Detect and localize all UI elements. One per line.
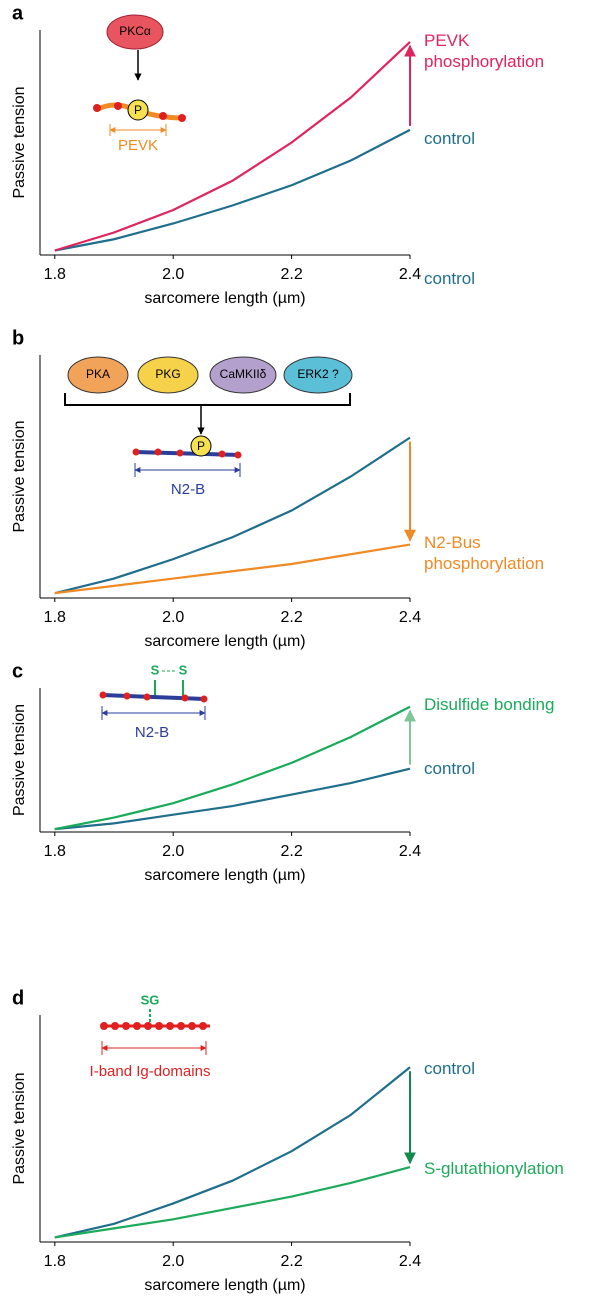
y-axis-label: Passive tension [11, 420, 28, 532]
series-line [54, 436, 411, 595]
panel-label: a [12, 2, 24, 24]
series-line [54, 1066, 411, 1239]
series-label: S-glutathionylation [424, 1159, 564, 1178]
inset-a: PKCα P PEVK [93, 14, 186, 154]
series-label: PEVK phosphorylation [424, 31, 545, 71]
s-label: S [151, 662, 160, 677]
p-label: P [134, 103, 142, 117]
domain-label: PEVK [118, 137, 158, 154]
domain-label: N2-B [171, 481, 205, 498]
kinase-label: PKCα [119, 24, 151, 38]
x-tick-label: 1.8 [44, 1253, 66, 1270]
inset-c: S S N2-B [99, 662, 208, 741]
kinase-label: ERK2 ? [297, 367, 339, 381]
series-line [54, 543, 411, 595]
x-tick-label: 1.8 [44, 843, 66, 860]
x-tick-label: 2.2 [280, 266, 302, 283]
series-label: N2-Bus phosphorylation [424, 533, 545, 573]
series-line [54, 705, 411, 831]
x-tick-label: 2.2 [280, 609, 302, 626]
x-tick-label: 2.4 [399, 266, 421, 283]
x-tick-label: 2.2 [280, 843, 302, 860]
x-tick-label: 2.4 [399, 843, 421, 860]
series-label: Disulfide bonding [424, 695, 555, 714]
series-line [54, 767, 411, 831]
kinase-label: PKG [155, 367, 180, 381]
domain-label: N2-B [135, 724, 169, 741]
x-tick-label: 1.8 [44, 609, 66, 626]
x-axis-label: sarcomere length (µm) [144, 633, 305, 650]
series-line [54, 1166, 411, 1239]
x-tick-label: 1.8 [44, 266, 66, 283]
panel-label: d [12, 987, 24, 1009]
series-label: control [424, 269, 476, 288]
p-label: P [197, 439, 205, 453]
x-tick-label: 2.0 [162, 843, 184, 860]
x-tick-label: 2.4 [399, 1253, 421, 1270]
kinase-label: PKA [86, 367, 110, 381]
panel-label: c [12, 660, 23, 682]
series-line [54, 128, 411, 252]
panel-label: b [12, 327, 24, 349]
domain-label: I-band Ig-domains [90, 1063, 211, 1080]
x-axis-label: sarcomere length (µm) [144, 1277, 305, 1294]
series-line [54, 41, 411, 252]
x-tick-label: 2.0 [162, 609, 184, 626]
y-axis-label: Passive tension [11, 86, 28, 198]
x-axis-label: sarcomere length (µm) [144, 290, 305, 307]
inset-b: PKA PKG CaMKIIδ ERK2 ? P N2-B [64, 356, 353, 498]
x-tick-label: 2.0 [162, 1253, 184, 1270]
x-tick-label: 2.2 [280, 1253, 302, 1270]
s-label: S [179, 662, 188, 677]
x-axis-label: sarcomere length (µm) [144, 867, 305, 884]
series-label: control [424, 759, 476, 778]
y-axis-label: Passive tension [11, 704, 28, 816]
x-tick-label: 2.0 [162, 266, 184, 283]
y-axis-label: Passive tension [11, 1072, 28, 1184]
kinase-label: CaMKIIδ [220, 367, 267, 381]
inset-d: SG I-band Ig-domains [90, 992, 211, 1080]
series-label: control [424, 1059, 476, 1078]
x-tick-label: 2.4 [399, 609, 421, 626]
series-label: control [424, 129, 476, 148]
sg-label: SG [141, 992, 160, 1007]
